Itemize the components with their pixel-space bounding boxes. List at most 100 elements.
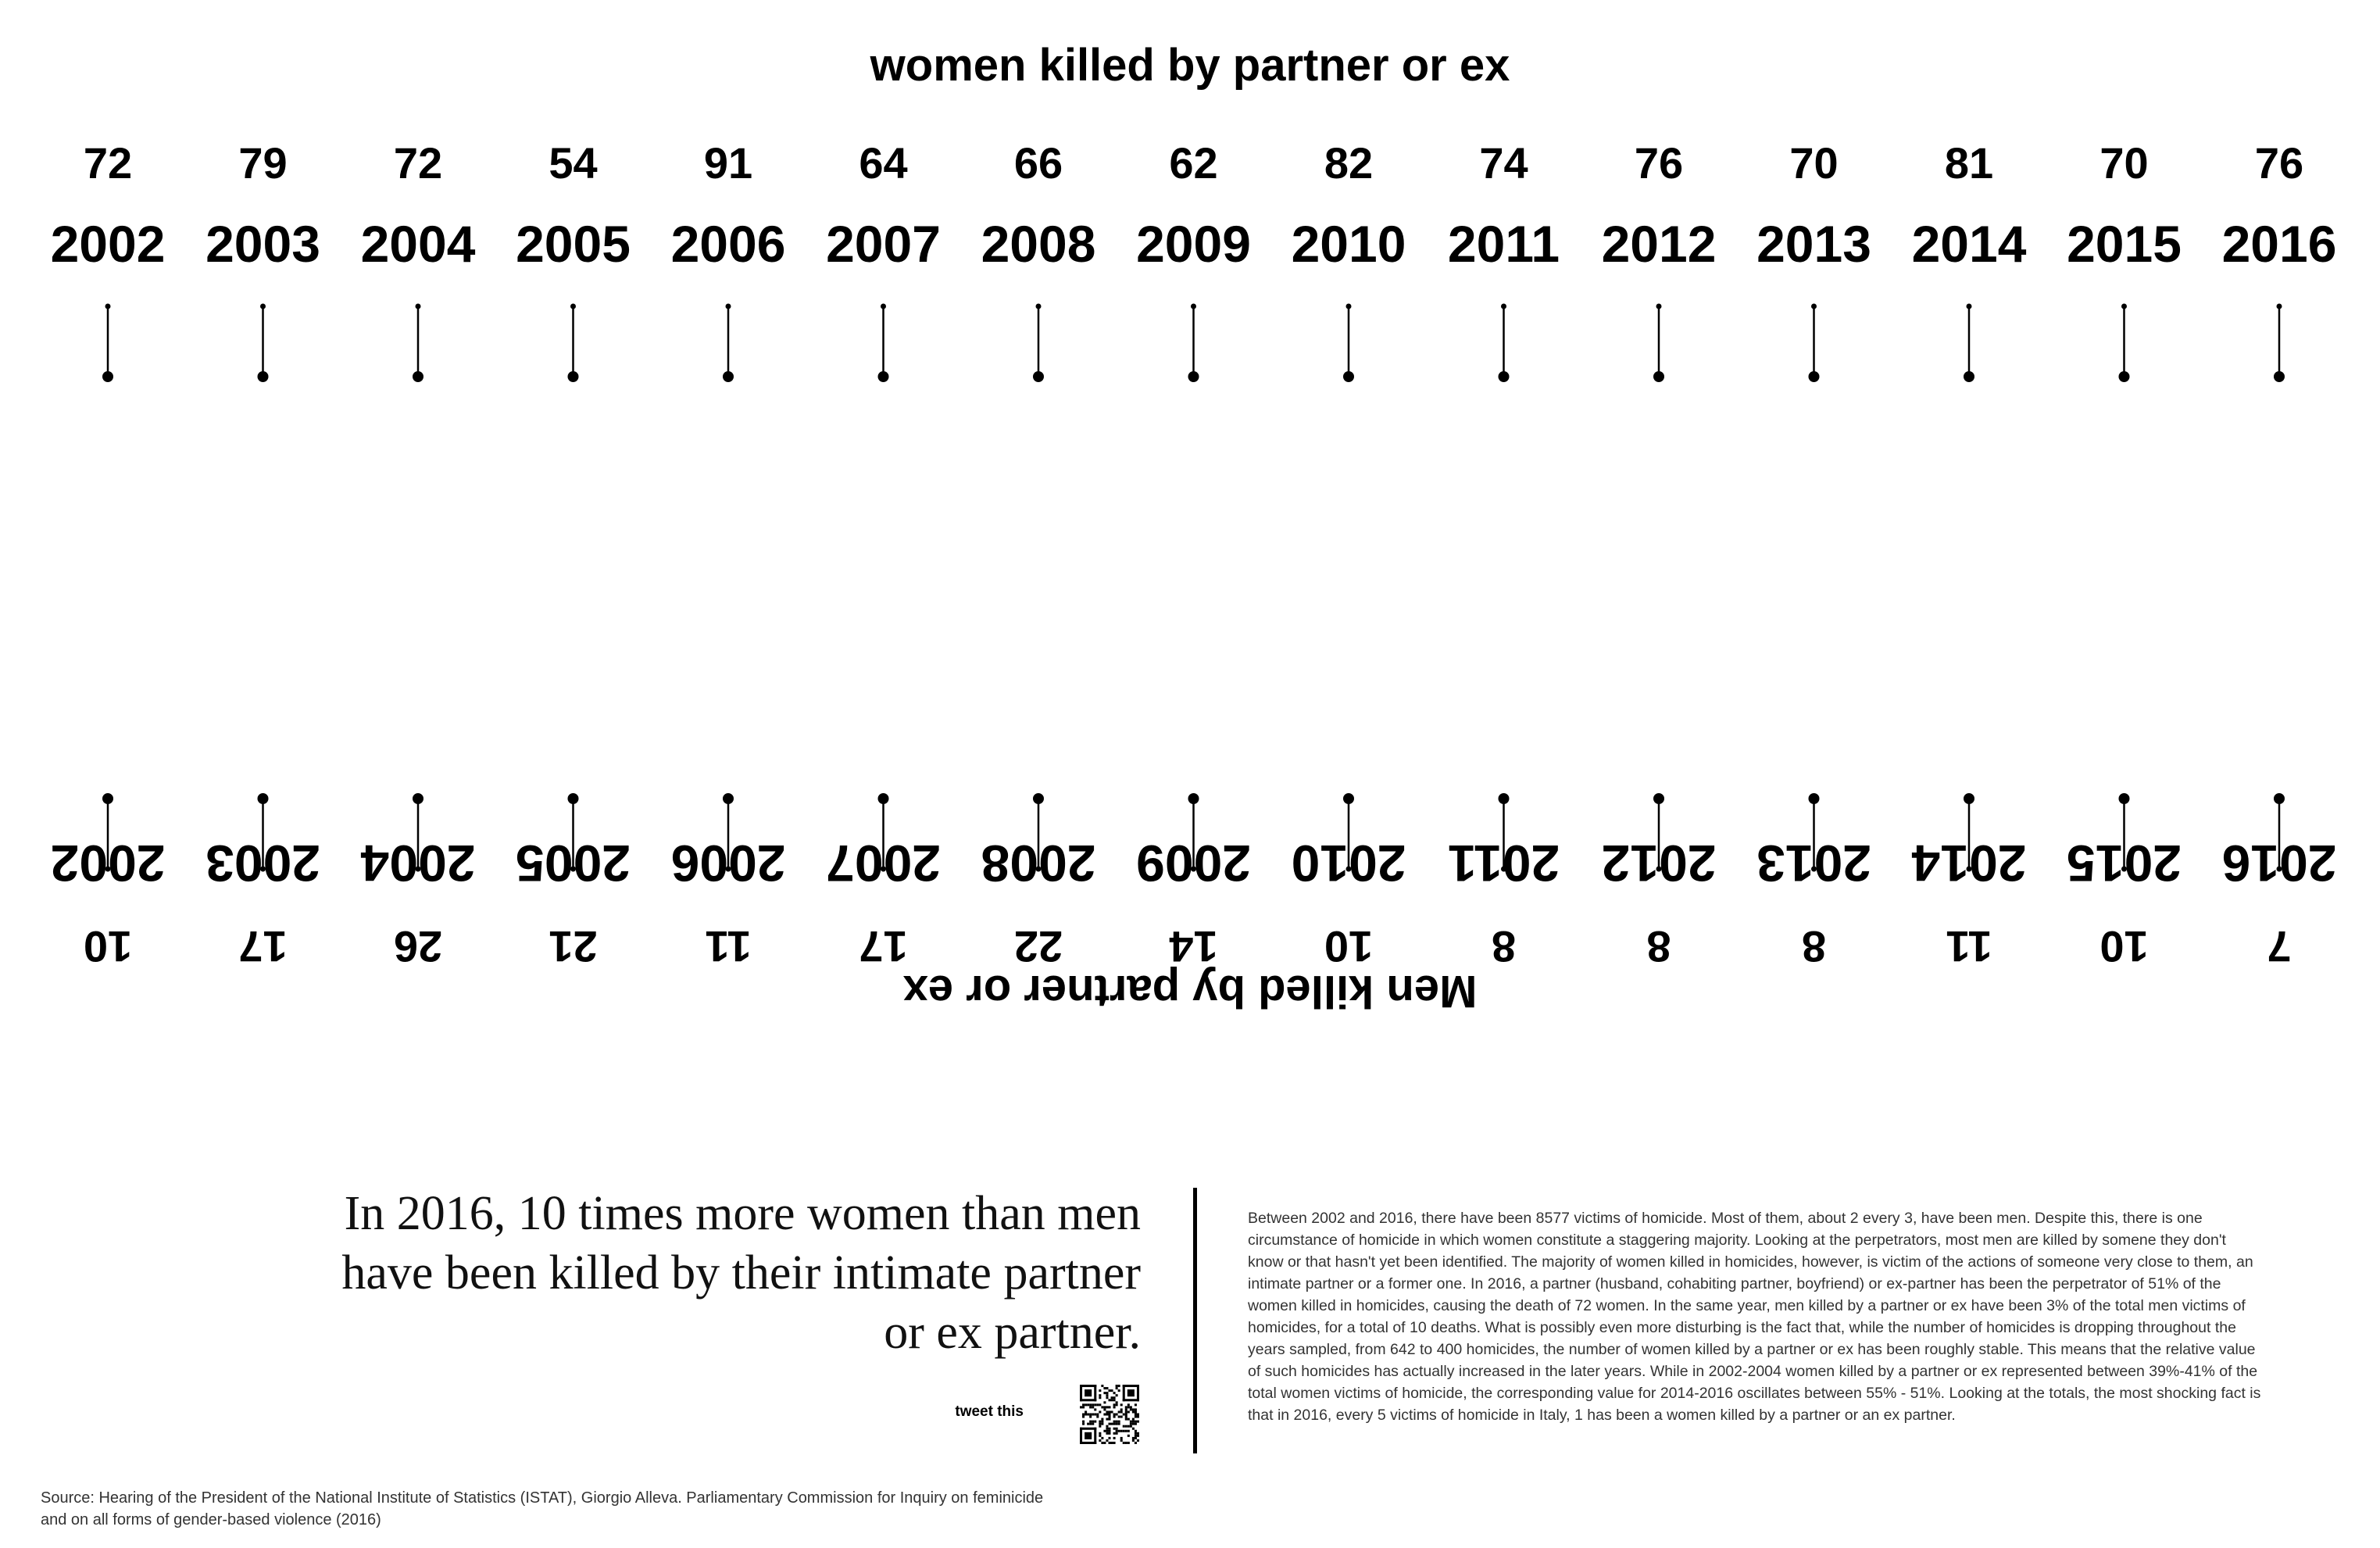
men-value-label: 17 [238, 922, 287, 971]
qr-module [1087, 1413, 1090, 1416]
qr-module [1113, 1441, 1116, 1444]
qr-module [1082, 1403, 1085, 1407]
women-year-label: 2005 [516, 215, 631, 273]
men-dot [1964, 793, 1974, 804]
men-dot [1498, 793, 1510, 804]
qr-module [1113, 1399, 1116, 1402]
men-value-label: 14 [1169, 922, 1217, 971]
qr-module [1082, 1422, 1085, 1425]
men-dot [877, 793, 889, 804]
qr-finder-edge [1080, 1441, 1097, 1444]
women-year-label: 2014 [1912, 215, 2027, 273]
qr-module [1099, 1396, 1102, 1400]
qr-module [1124, 1413, 1127, 1416]
women-year-label: 2003 [205, 215, 320, 273]
qr-module [1108, 1389, 1111, 1392]
qr-module [1113, 1422, 1116, 1425]
men-dot [1653, 793, 1664, 804]
qr-module [1082, 1413, 1085, 1416]
qr-module [1099, 1420, 1102, 1423]
qr-module [1117, 1429, 1120, 1432]
men-dot [1808, 793, 1820, 804]
chart: women killed by partner or ex 72 2002 79 200… [51, 40, 2337, 1017]
women-stick-top [2276, 303, 2282, 309]
qr-module [1127, 1403, 1130, 1407]
women-year-label: 2002 [51, 215, 166, 273]
qr-code-icon[interactable] [1080, 1385, 1139, 1444]
qr-module [1134, 1432, 1137, 1435]
women-value-label: 66 [1014, 138, 1063, 188]
qr-finder-edge [1136, 1385, 1139, 1402]
men-group: Men killed by partner or ex1020021720032… [51, 793, 2336, 1017]
chart-title-women: women killed by partner or ex [870, 40, 1510, 91]
women-stick-top [1656, 303, 1662, 309]
qr-module [1117, 1410, 1120, 1414]
qr-module [1092, 1422, 1095, 1425]
women-year-label: 2016 [2222, 215, 2337, 273]
qr-module [1101, 1418, 1104, 1421]
qr-module [1127, 1418, 1130, 1421]
women-stick-top [1035, 303, 1042, 309]
qr-module [1134, 1434, 1137, 1437]
men-value-label: 11 [1946, 922, 1992, 971]
qr-module [1099, 1432, 1102, 1435]
men-dot [102, 793, 113, 804]
qr-module [1131, 1420, 1135, 1423]
women-dot [1808, 371, 1820, 382]
qr-module [1092, 1406, 1095, 1409]
qr-module [1108, 1413, 1111, 1416]
women-year-label: 2011 [1448, 215, 1560, 273]
women-stick-top [1501, 303, 1506, 309]
qr-module [1115, 1401, 1118, 1404]
women-value-label: 79 [238, 138, 287, 188]
chart-title-men: Men killed by partner or ex [903, 966, 1478, 1017]
women-year-label: 2010 [1292, 215, 1406, 273]
qr-module [1117, 1385, 1120, 1388]
qr-module [1113, 1392, 1116, 1395]
qr-module [1108, 1427, 1111, 1430]
men-stick-top [2276, 866, 2282, 872]
qr-module [1089, 1406, 1092, 1409]
qr-module [1134, 1436, 1137, 1439]
qr-module [1115, 1387, 1118, 1390]
qr-module [1101, 1441, 1104, 1444]
qr-module [1085, 1403, 1088, 1407]
women-stick-top [881, 303, 886, 309]
men-dot [1188, 793, 1199, 804]
qr-module [1120, 1408, 1123, 1411]
qr-module [1129, 1425, 1132, 1428]
qr-module [1101, 1422, 1104, 1425]
men-stick-top [1035, 866, 1042, 872]
qr-module [1108, 1432, 1111, 1435]
qr-module [1099, 1394, 1102, 1397]
tweet-this-link[interactable]: tweet this [955, 1403, 1024, 1420]
qr-module [1122, 1429, 1125, 1432]
qr-module [1124, 1418, 1127, 1421]
qr-finder-edge [1080, 1385, 1097, 1388]
qr-module [1092, 1420, 1095, 1423]
qr-module [1108, 1429, 1111, 1432]
men-dot [567, 793, 579, 804]
women-value-label: 81 [1945, 138, 1993, 188]
qr-module [1108, 1406, 1111, 1409]
qr-module [1113, 1403, 1116, 1407]
men-dot [257, 793, 269, 804]
qr-module [1106, 1387, 1109, 1390]
men-value-label: 11 [705, 922, 751, 971]
qr-module [1106, 1425, 1109, 1428]
qr-module [1099, 1389, 1102, 1392]
qr-module [1089, 1415, 1092, 1418]
women-year-label: 2012 [1602, 215, 1717, 273]
qr-finder-edge [1080, 1427, 1083, 1444]
women-dot [2274, 371, 2285, 382]
qr-module [1120, 1436, 1123, 1439]
men-dot [723, 793, 734, 804]
qr-module [1108, 1399, 1111, 1402]
women-value-label: 62 [1169, 138, 1217, 188]
qr-module [1103, 1413, 1106, 1416]
qr-module [1108, 1415, 1111, 1418]
qr-module [1101, 1385, 1104, 1388]
qr-module [1127, 1406, 1130, 1409]
qr-module [1131, 1436, 1135, 1439]
qr-module [1099, 1425, 1102, 1428]
